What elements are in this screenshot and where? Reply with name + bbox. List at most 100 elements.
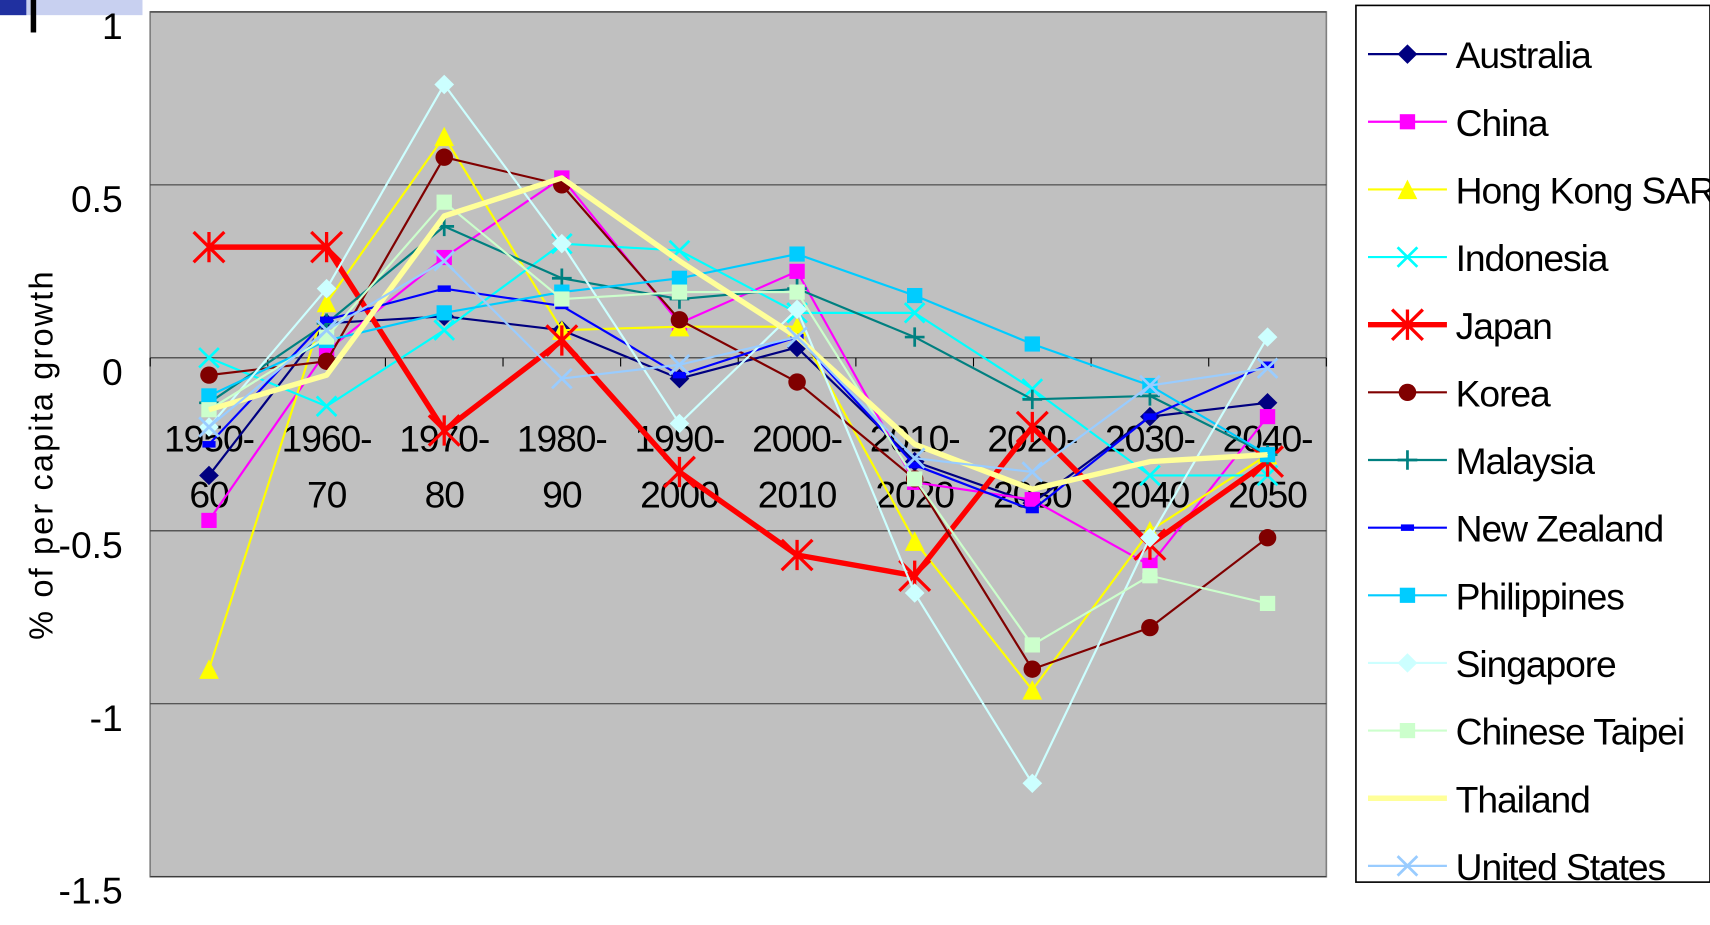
data-point: [1260, 361, 1275, 368]
data-point: [201, 388, 217, 404]
data-point: [436, 194, 452, 210]
data-point: [1257, 327, 1278, 347]
data-point: [199, 659, 219, 679]
data-point: [202, 441, 216, 448]
data-point: [315, 319, 338, 341]
data-point: [316, 278, 337, 299]
data-point: [427, 414, 461, 447]
data-point: [789, 246, 805, 262]
y-tick-label: 0.5: [71, 178, 123, 220]
series-line: [208, 201, 1268, 647]
data-point: [1024, 492, 1040, 508]
legend-marker: [1390, 308, 1424, 342]
data-point: [907, 287, 923, 304]
data-point: [1256, 357, 1279, 379]
data-point: [670, 311, 689, 329]
data-point: [1259, 595, 1276, 612]
data-point: [904, 531, 925, 551]
series: Malaysia: [199, 216, 1597, 482]
data-point: [1024, 336, 1040, 352]
data-point: [443, 215, 445, 217]
data-point: [678, 260, 680, 262]
legend-label: Thailand: [1456, 779, 1590, 821]
data-point: [904, 583, 925, 603]
data-point: [908, 461, 922, 469]
data-point: [320, 316, 334, 324]
data-point: [1015, 410, 1049, 444]
y-tick-label: -1.5: [59, 870, 123, 912]
slide-decoration: [0, 0, 27, 16]
x-tick-label-box: 2000- 2010: [752, 418, 843, 517]
x-tick-label: 2000- 2010: [752, 418, 843, 517]
legend-marker: [1397, 450, 1418, 470]
series-line: [208, 83, 1269, 785]
data-point: [1143, 413, 1157, 420]
data-point: [789, 263, 805, 279]
data-point: [903, 447, 926, 469]
data-point: [434, 126, 455, 147]
data-point: [1257, 393, 1278, 413]
legend-marker: [1396, 855, 1419, 877]
data-point: [1023, 660, 1042, 678]
data-point: [1031, 488, 1033, 490]
data-point: [1021, 461, 1044, 483]
legend-label: Singapore: [1456, 643, 1616, 685]
data-point: [1022, 680, 1043, 700]
legend-label: Malaysia: [1456, 440, 1596, 482]
data-point: [1266, 454, 1269, 456]
slide-decoration: [30, 0, 37, 33]
data-point: [1258, 529, 1277, 547]
data-point: [436, 249, 452, 266]
data-point: [208, 409, 210, 411]
data-point: [1142, 568, 1158, 584]
data-point: [789, 284, 805, 300]
series-line: [208, 244, 1270, 579]
legend-label: Australia: [1456, 34, 1593, 76]
x-tick-label: 1980- 90: [516, 418, 608, 517]
x-tick-label-box: 1980- 90: [516, 418, 608, 517]
data-point: [1149, 461, 1151, 463]
series: United States: [198, 250, 1667, 888]
data-point: [1022, 389, 1043, 410]
data-point: [662, 455, 696, 489]
legend-marker: [1399, 587, 1416, 603]
data-point: [201, 512, 217, 528]
data-point: [671, 284, 688, 300]
data-point: [433, 319, 456, 341]
plot-area: [149, 11, 1328, 878]
series: Indonesia: [198, 232, 1610, 487]
legend-marker: [1397, 179, 1418, 200]
data-point: [310, 230, 344, 264]
y-tick-label: 0: [102, 351, 123, 393]
series-line: [208, 252, 1269, 456]
data-point: [1139, 464, 1161, 487]
legend-label: New Zealand: [1456, 508, 1663, 550]
data-point: [200, 366, 218, 384]
data-point: [780, 538, 814, 572]
data-point: [315, 395, 338, 417]
series-line: [208, 287, 1268, 512]
data-point: [1024, 637, 1040, 653]
data-point: [551, 233, 572, 254]
legend-label: Chinese Taipei: [1456, 711, 1684, 753]
data-point: [433, 250, 456, 272]
series: Philippines: [201, 246, 1625, 618]
data-point: [554, 291, 570, 307]
legend-label: China: [1456, 102, 1549, 144]
x-tick-label: 1960- 70: [281, 418, 373, 517]
data-point: [545, 324, 579, 357]
data-point: [436, 305, 452, 321]
data-point: [437, 285, 451, 292]
data-point: [1025, 506, 1039, 514]
x-tick-label-box: 1960- 70: [281, 418, 373, 517]
legend-label: Japan: [1456, 305, 1552, 347]
data-point: [1140, 527, 1160, 548]
data-point: [907, 471, 923, 487]
legend-marker: [1400, 524, 1415, 531]
legend-label: Philippines: [1456, 576, 1625, 618]
data-point: [1139, 374, 1161, 397]
legend-marker: [1398, 383, 1417, 402]
legend-label: Indonesia: [1456, 237, 1609, 279]
legend-label: Korea: [1456, 373, 1551, 415]
